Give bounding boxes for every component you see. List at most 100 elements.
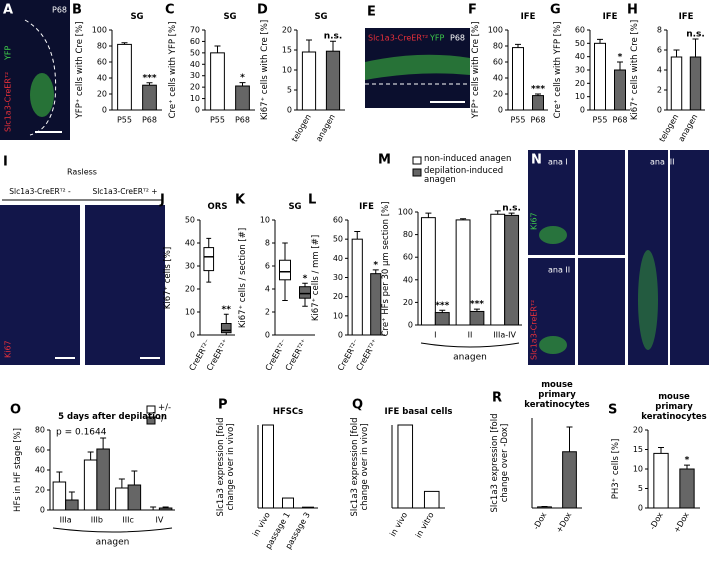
micrograph (578, 258, 625, 365)
bar (210, 52, 225, 111)
error-bar (460, 218, 467, 220)
chart-title: 5 days after depilation (58, 412, 167, 422)
bar (469, 310, 485, 326)
x-tick-label: II (468, 331, 473, 340)
chart-title: SG (223, 12, 237, 22)
chart-title: ORS (207, 202, 228, 212)
bar (679, 468, 695, 509)
micrograph (670, 150, 709, 365)
y-tick-label: 0 (40, 506, 45, 515)
x-tick-label: -Dox (648, 511, 665, 532)
image-label: Ki67 (4, 340, 13, 358)
chart-title: mouse primary keratinocytes (524, 380, 590, 410)
panel-letter: A (3, 3, 13, 18)
error-bar (214, 45, 221, 53)
x-tick-label: -Dox (531, 511, 548, 532)
y-tick-label: 20 (35, 486, 45, 495)
error-bar (684, 464, 690, 469)
chart-title: IFE (520, 12, 536, 22)
y-tick-label: 0 (265, 331, 270, 340)
y-tick-label: 20 (282, 26, 292, 35)
annotation: *** (470, 300, 484, 310)
y-tick-label: 10 (282, 66, 292, 75)
panel-letter: R (492, 391, 502, 406)
bar (423, 490, 440, 509)
chart-title: IFE basal cells (384, 407, 453, 417)
y-tick-label: 0 (408, 321, 413, 330)
bar (262, 424, 274, 509)
chart-title: HFSCs (272, 407, 304, 417)
panel-letter: Q (352, 398, 363, 413)
y-tick-label: 50 (575, 39, 585, 48)
y-axis-label: Slc1a3 expression [fold change over in v… (350, 417, 370, 516)
y-tick-label: 40 (333, 254, 343, 263)
x-tick-label: P55 (210, 116, 225, 125)
y-tick-label: 10 (190, 94, 200, 103)
error-bar (508, 212, 515, 216)
legend-label: depilation-induced anagen (424, 166, 504, 185)
y-tick-label: 4 (657, 66, 662, 75)
annotation: n.s. (502, 204, 521, 214)
y-tick-label: 10 (185, 308, 195, 317)
image-label: P68 (450, 34, 465, 43)
annotation: *** (435, 301, 449, 311)
bar (282, 497, 294, 509)
image-label: YFP (429, 34, 444, 43)
bar (512, 47, 524, 111)
bar (301, 51, 317, 111)
y-tick-label: 70 (190, 26, 200, 35)
bar (653, 452, 669, 509)
x-tick-label: P55 (117, 116, 132, 125)
y-tick-label: 40 (493, 74, 503, 83)
x-tick-label: P55 (592, 116, 607, 125)
legend-swatch (412, 168, 422, 177)
x-axis-label: anagen (96, 538, 130, 548)
panel-letter: C (165, 3, 175, 18)
panel-letter: E (367, 5, 376, 20)
error-bar (494, 210, 501, 215)
y-tick-label: 8 (657, 26, 662, 35)
bar (532, 95, 544, 111)
image-label: ana I (548, 158, 568, 167)
error-bar (658, 447, 664, 454)
panel-letter: K (235, 193, 246, 208)
bar (434, 312, 450, 326)
y-tick-label: 30 (575, 66, 585, 75)
y-axis-label: HFs in HF stage [%] (13, 428, 23, 512)
bar (115, 487, 129, 511)
error-bar (68, 491, 75, 500)
cell (539, 226, 567, 244)
y-tick-label: 20 (190, 83, 200, 92)
y-tick-label: 100 (92, 26, 107, 35)
y-tick-label: 80 (403, 230, 413, 239)
y-tick-label: 10 (633, 465, 643, 474)
y-tick-label: 50 (190, 48, 200, 57)
y-tick-label: 100 (488, 26, 503, 35)
y-tick-label: 20 (575, 79, 585, 88)
image-label: ana II (548, 266, 570, 275)
box (203, 247, 215, 272)
y-tick-label: 0 (195, 106, 200, 115)
error-bar (239, 82, 246, 86)
y-tick-label: 60 (575, 26, 585, 35)
x-tick-label: IIIb (91, 516, 103, 525)
error-bar (673, 49, 680, 57)
y-axis-label: Ki67⁺ cells [%] (163, 246, 173, 309)
y-tick-label: 20 (493, 90, 503, 99)
annotation: ** (222, 305, 232, 315)
x-axis-label: anagen (453, 353, 487, 363)
y-tick-label: 0 (190, 331, 195, 340)
y-tick-label: 60 (333, 216, 343, 225)
chart-title: IFE (359, 202, 374, 212)
error-bar (162, 506, 169, 508)
image-header: Slc1a3-CreERᵀ² - (9, 187, 71, 196)
y-tick-label: 60 (190, 37, 200, 46)
error-bar (118, 478, 125, 488)
bar (83, 459, 98, 511)
y-tick-label: 60 (493, 58, 503, 67)
y-axis-label: Cre⁺ HFs per 30 µm section [%] (381, 201, 391, 336)
chart-title: SG (130, 12, 144, 22)
chart-title: IFE (602, 12, 618, 22)
x-tick-label: +Dox (672, 511, 691, 535)
